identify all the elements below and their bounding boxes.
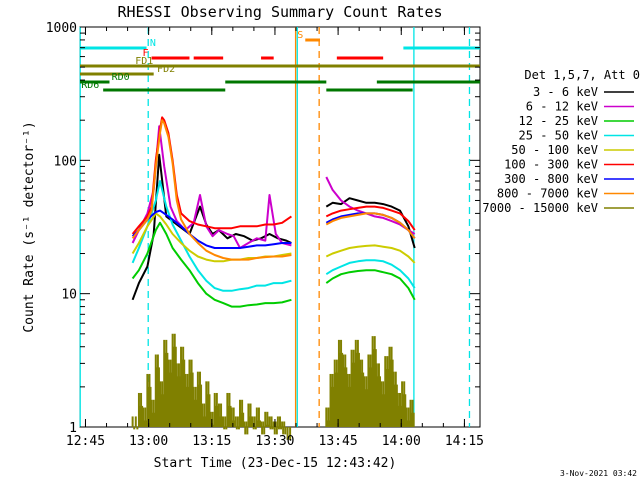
timestamp: 3-Nov-2021 03:42 <box>560 469 637 478</box>
legend-label: 6 - 12 keV <box>526 100 598 114</box>
series-lines <box>131 116 416 440</box>
legend-label: 25 - 50 keV <box>519 129 598 143</box>
x-axis-label: Start Time (23-Dec-15 12:43:42) <box>154 456 397 471</box>
chart-title: RHESSI Observing Summary Count Rates <box>117 3 442 21</box>
series-line <box>325 259 416 289</box>
y-tick-label: 10 <box>61 288 77 303</box>
y-tick-label: 1000 <box>46 21 77 36</box>
series-line <box>131 119 292 261</box>
series-line <box>325 244 416 264</box>
vertical-markers <box>79 27 471 427</box>
series-line <box>325 212 416 239</box>
y-axis-label: Count Rate (s⁻¹ detector⁻¹) <box>22 121 37 332</box>
y-tick-label: 100 <box>54 154 77 169</box>
x-tick-label: 13:30 <box>255 434 294 449</box>
series-line <box>325 176 416 235</box>
x-tick-label: 14:15 <box>445 434 484 449</box>
legend-label: 800 - 7000 keV <box>497 187 598 201</box>
legend-label: 7000 - 15000 keV <box>482 201 598 215</box>
x-tick-label: 14:00 <box>382 434 421 449</box>
series-line <box>325 205 416 231</box>
legend-label: 300 - 800 keV <box>504 172 598 186</box>
state-bar-label: N <box>150 38 156 49</box>
state-bar-label: FD2 <box>157 64 175 75</box>
y-tick-label: 1 <box>69 421 77 436</box>
x-tick-label: 13:15 <box>192 434 231 449</box>
state-bar-label: F <box>143 48 149 59</box>
legend-label: 50 - 100 keV <box>511 143 598 157</box>
x-tick-label: 13:45 <box>319 434 358 449</box>
state-bar-label: FD1 <box>135 56 153 67</box>
series-line <box>131 209 292 249</box>
series-line <box>131 180 292 292</box>
series-line <box>325 269 416 301</box>
state-bar-label: S <box>297 30 303 41</box>
x-tick-label: 12:45 <box>66 434 105 449</box>
legend-label: 12 - 25 keV <box>519 114 598 128</box>
x-tick-label: 13:00 <box>129 434 168 449</box>
axis-ticks: 12:45 13:00 13:15 13:30 13:45 14:00 14:15 1 10 10… <box>46 21 484 449</box>
series-line <box>325 197 416 249</box>
legend-label: 100 - 300 keV <box>504 158 598 172</box>
legend-label: 3 - 6 keV <box>533 85 598 99</box>
state-bar-label: RD0 <box>112 72 130 83</box>
state-bar-label: RD6 <box>81 80 99 91</box>
legend-header: Det 1,5,7, Att 0 <box>524 68 640 82</box>
state-bars: NF S FD1 FD2 RD0 RD6 <box>80 30 480 92</box>
series-line <box>131 221 292 308</box>
